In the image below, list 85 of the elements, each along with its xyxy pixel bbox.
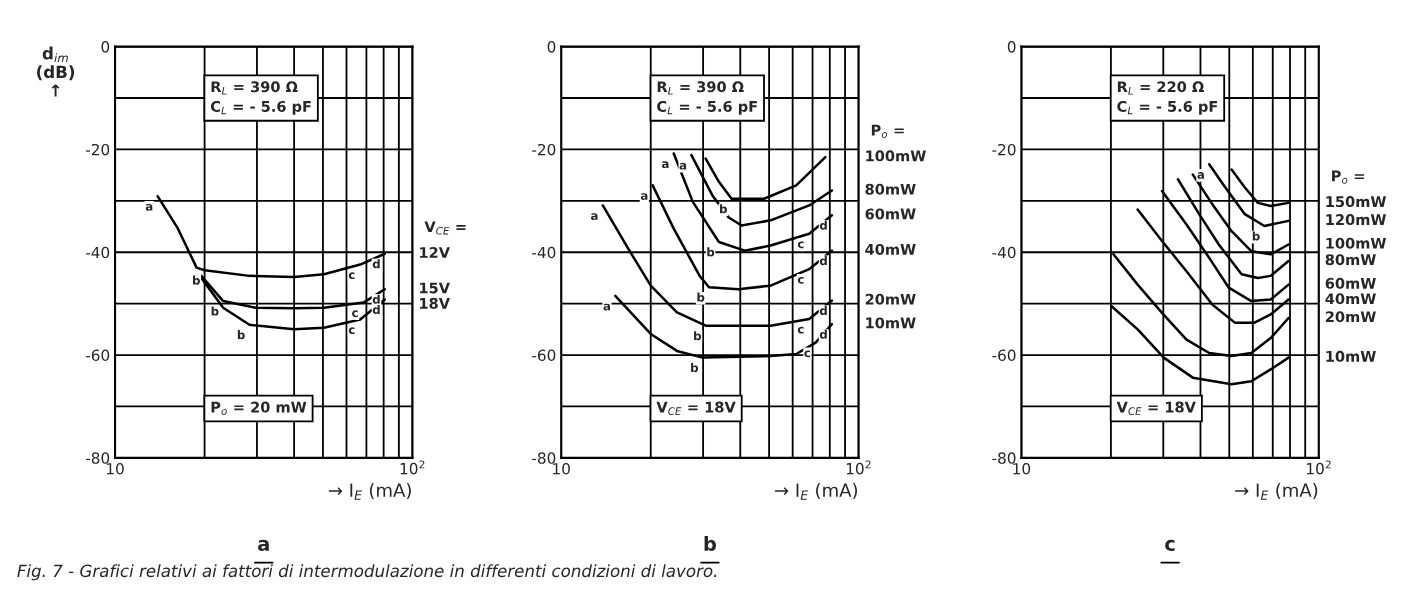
y-tick-label: -40 — [532, 246, 556, 259]
text: 120mW — [1326, 214, 1387, 226]
annotation: d — [372, 259, 380, 269]
y-tick-label: -80 — [992, 452, 1016, 464]
annotation: c — [797, 276, 804, 284]
caption: Fig. 7 - Grafici relativi ai fattori di intermodulazione in differenti condizioni di lavoro. — [17, 564, 717, 581]
x-tick-label: 10$^{2}$ — [846, 460, 871, 475]
x-tick-label: 10$^{2}$ — [1307, 460, 1331, 475]
x-axis-title: → I$_{E}$ (mA) — [328, 483, 411, 500]
text: 10mW — [866, 317, 916, 329]
x-tick-label: 10 — [553, 462, 570, 475]
y-tick-label: -80 — [85, 452, 110, 464]
y-tick-label: -60 — [992, 349, 1016, 362]
text: 10mW — [1326, 350, 1376, 362]
annotation: V$_{CE}$ = 18V — [1116, 401, 1196, 415]
annotation: c — [352, 310, 358, 318]
annotation: R$_{L}$ = 390 Ω C$_{L}$ = - 5.6 pF — [657, 81, 757, 115]
x-axis-title: → I$_{E}$ (mA) — [1235, 483, 1318, 500]
annotation: a — [640, 193, 648, 200]
annotation: d — [819, 305, 827, 316]
x-tick-label: 10$^{2}$ — [400, 460, 425, 475]
annotation: P$_{o}$ = 20 mW — [211, 401, 307, 415]
text: 15V — [420, 282, 450, 294]
text: 18V — [420, 297, 450, 309]
x-tick-label: 10 — [1013, 462, 1031, 475]
annotation: a — [679, 162, 687, 170]
annotation: a — [661, 161, 669, 169]
annotation: b — [697, 292, 705, 302]
text: 60mW — [865, 208, 916, 220]
y-tick-label: -40 — [992, 246, 1016, 259]
text: 20mW — [1325, 311, 1376, 323]
text: c — [1165, 539, 1175, 552]
annotation: b — [237, 330, 245, 340]
annotation: d — [819, 329, 827, 339]
annotation: a — [1197, 172, 1204, 179]
text: 60mW — [1325, 277, 1376, 289]
annotation: d — [819, 256, 827, 266]
y-axis-title: d$_{im}$ (dB) ↑ — [37, 46, 75, 97]
annotation: a — [591, 213, 598, 220]
annotation: c — [348, 327, 355, 335]
y-tick-label: -40 — [85, 246, 110, 259]
y-tick-label: -60 — [532, 349, 556, 362]
annotation: R$_{L}$ = 390 Ω C$_{L}$ = - 5.6 pF — [210, 81, 311, 115]
annotation: d — [372, 294, 380, 304]
legend-title: P$_{o}$ = — [1332, 170, 1364, 184]
y-tick-label: 0 — [547, 41, 556, 53]
text: 80mW — [865, 183, 916, 195]
text: 40mW — [1325, 293, 1376, 305]
y-tick-label: -60 — [85, 349, 110, 362]
annotation: a — [603, 303, 611, 311]
annotation: R$_{L}$ = 220 Ω C$_{L}$ = - 5.6 pF — [1117, 81, 1218, 115]
annotation: c — [797, 241, 804, 249]
text: 12V — [420, 246, 450, 258]
y-tick-label: -20 — [992, 143, 1016, 156]
y-tick-label: -20 — [532, 143, 556, 156]
annotation: b — [193, 275, 200, 285]
text: b — [704, 535, 717, 552]
text: 100mW — [866, 150, 926, 162]
x-tick-label: 10 — [107, 462, 124, 475]
annotation: d — [819, 220, 827, 230]
legend-title: P$_{o}$ = — [871, 124, 904, 138]
annotation: V$_{CE}$ = 18V — [656, 401, 736, 415]
annotation: c — [797, 326, 804, 334]
y-tick-label: 0 — [1007, 41, 1016, 53]
annotation: b — [707, 247, 715, 257]
annotation: b — [211, 306, 219, 316]
annotation: d — [372, 304, 380, 315]
annotation: b — [694, 331, 702, 341]
x-axis-title: → I$_{E}$ (mA) — [774, 483, 858, 500]
annotation: b — [691, 363, 699, 373]
y-tick-label: -20 — [85, 143, 110, 156]
text: 100mW — [1326, 237, 1387, 249]
text: 40mW — [865, 243, 916, 255]
annotation: b — [720, 204, 727, 214]
y-tick-label: 0 — [101, 41, 110, 53]
annotation: b — [1252, 231, 1260, 241]
text: 150mW — [1326, 196, 1387, 208]
text: 20mW — [865, 293, 916, 305]
annotation: c — [348, 272, 355, 280]
annotation: c — [804, 350, 811, 358]
text: 80mW — [1325, 254, 1376, 266]
text: a — [258, 539, 269, 552]
y-tick-label: -80 — [532, 452, 556, 464]
legend-title: V$_{CE}$ = — [424, 221, 466, 235]
annotation: a — [145, 203, 153, 211]
